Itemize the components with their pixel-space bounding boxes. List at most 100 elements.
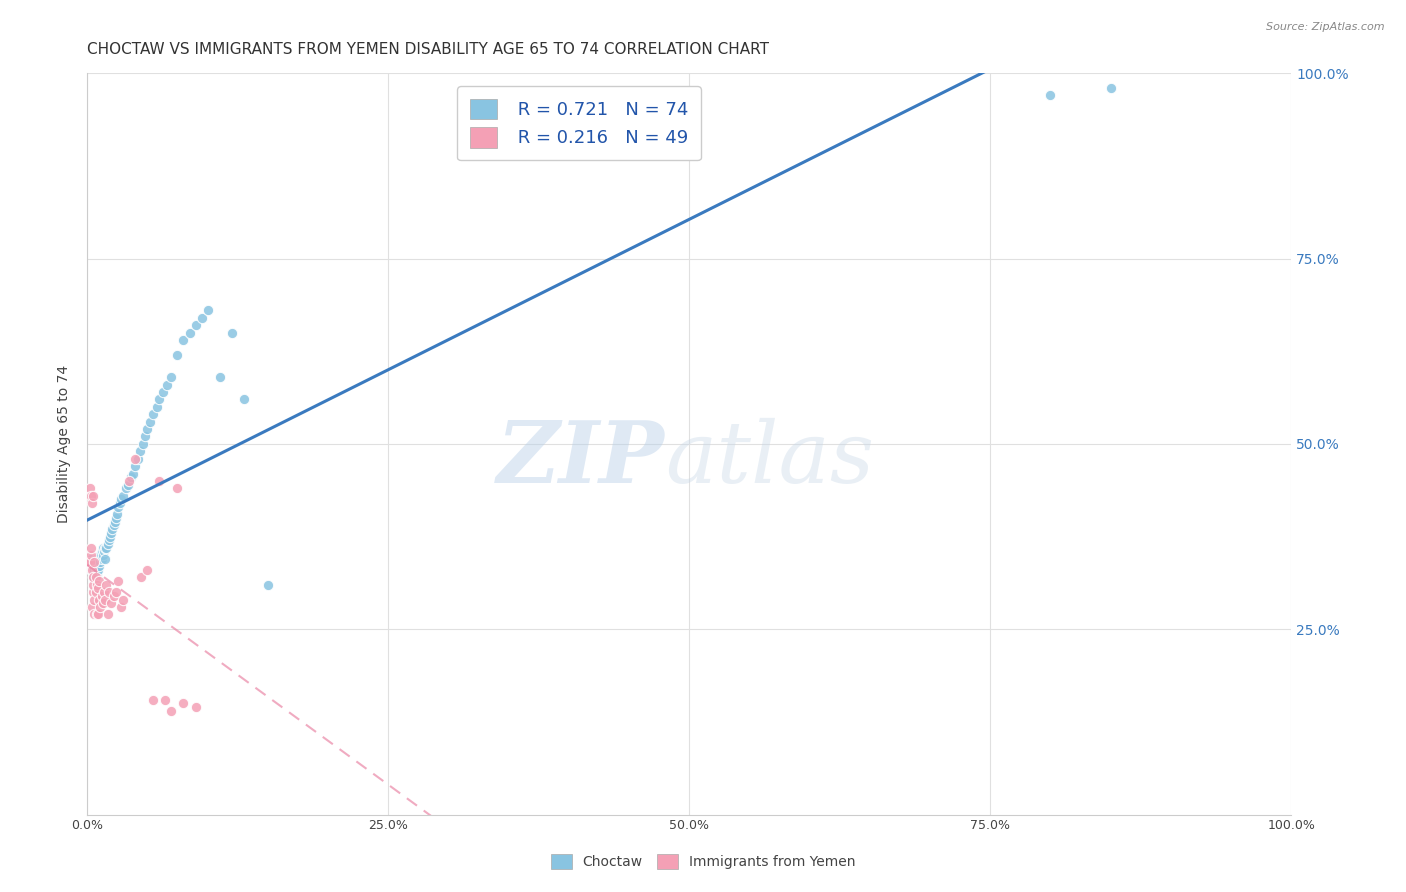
Legend:  R = 0.721   N = 74,  R = 0.216   N = 49: R = 0.721 N = 74, R = 0.216 N = 49 [457, 86, 700, 161]
Point [184, 318, 207, 333]
Point [84, 551, 107, 566]
Point [87, 556, 110, 570]
Point [136, 563, 159, 577]
Point [83, 592, 105, 607]
Point [152, 384, 174, 399]
Point [83, 556, 105, 570]
Point [122, 467, 145, 481]
Point [93, 585, 115, 599]
Point [131, 437, 153, 451]
Point [124, 459, 146, 474]
Point [208, 370, 231, 384]
Point [77, 556, 100, 570]
Point [173, 333, 195, 347]
Point [89, 574, 111, 588]
Point [134, 429, 156, 443]
Point [77, 559, 100, 574]
Point [98, 530, 121, 544]
Point [94, 541, 117, 555]
Point [79, 481, 101, 495]
Point [91, 541, 114, 555]
Point [104, 515, 127, 529]
Point [112, 592, 135, 607]
Point [80, 563, 103, 577]
Point [89, 559, 111, 574]
Point [107, 574, 129, 588]
Point [155, 692, 177, 706]
Point [197, 303, 219, 318]
Point [146, 400, 169, 414]
Point [97, 533, 120, 548]
Point [90, 551, 112, 566]
Point [142, 407, 165, 421]
Point [97, 585, 120, 599]
Point [110, 599, 132, 614]
Point [256, 578, 278, 592]
Point [91, 596, 114, 610]
Point [84, 563, 107, 577]
Point [83, 607, 105, 622]
Text: CHOCTAW VS IMMIGRANTS FROM YEMEN DISABILITY AGE 65 TO 74 CORRELATION CHART: CHOCTAW VS IMMIGRANTS FROM YEMEN DISABIL… [87, 42, 769, 57]
Point [84, 559, 107, 574]
Point [184, 700, 207, 714]
Point [90, 589, 112, 603]
Point [148, 474, 170, 488]
Point [80, 496, 103, 510]
Point [103, 518, 125, 533]
Point [84, 570, 107, 584]
Point [108, 496, 131, 510]
Point [89, 548, 111, 562]
Point [86, 566, 108, 581]
Text: Source: ZipAtlas.com: Source: ZipAtlas.com [1267, 22, 1385, 32]
Point [124, 451, 146, 466]
Point [1039, 88, 1062, 103]
Point [80, 541, 103, 555]
Point [79, 556, 101, 570]
Point [160, 370, 183, 384]
Point [91, 548, 114, 562]
Point [89, 599, 111, 614]
Text: ZIP: ZIP [498, 417, 665, 500]
Point [105, 585, 128, 599]
Point [89, 556, 111, 570]
Point [101, 522, 124, 536]
Point [160, 704, 183, 718]
Point [120, 470, 142, 484]
Point [89, 551, 111, 566]
Point [112, 489, 135, 503]
Point [89, 592, 111, 607]
Point [94, 551, 117, 566]
Point [96, 578, 118, 592]
Point [131, 570, 153, 584]
Point [105, 511, 128, 525]
Point [166, 481, 188, 495]
Point [190, 310, 212, 325]
Point [82, 570, 104, 584]
Text: atlas: atlas [665, 417, 875, 500]
Point [82, 556, 104, 570]
Point [86, 556, 108, 570]
Point [105, 508, 128, 522]
Point [80, 563, 103, 577]
Point [221, 326, 243, 340]
Y-axis label: Disability Age 65 to 74: Disability Age 65 to 74 [58, 365, 72, 523]
Point [179, 326, 201, 340]
Point [93, 544, 115, 558]
Point [86, 607, 108, 622]
Point [80, 599, 103, 614]
Point [139, 415, 162, 429]
Point [83, 556, 105, 570]
Point [86, 563, 108, 577]
Point [1099, 81, 1122, 95]
Point [156, 377, 179, 392]
Point [87, 582, 110, 596]
Point [80, 559, 103, 574]
Point [97, 607, 120, 622]
Point [82, 578, 104, 592]
Point [97, 537, 120, 551]
Legend: Choctaw, Immigrants from Yemen: Choctaw, Immigrants from Yemen [544, 847, 862, 876]
Point [80, 551, 103, 566]
Point [82, 563, 104, 577]
Point [100, 596, 122, 610]
Point [166, 348, 188, 362]
